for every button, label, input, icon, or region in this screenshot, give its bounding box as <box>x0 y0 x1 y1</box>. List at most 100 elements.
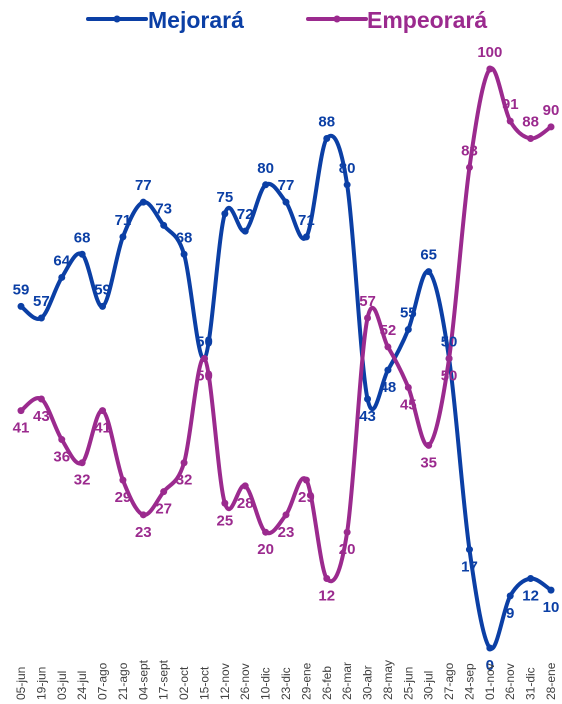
data-label-mejorara: 50 <box>441 334 458 351</box>
x-tick-label: 31-dic <box>524 667 538 700</box>
data-point-mejorara <box>262 181 270 189</box>
data-label-mejorara: 55 <box>400 305 417 322</box>
legend-label-empeorara: Empeorará <box>367 7 487 33</box>
data-label-empeorara: 90 <box>543 102 560 119</box>
data-point-empeorara <box>547 123 555 131</box>
data-label-empeorara: 52 <box>380 322 397 339</box>
x-tick-label: 29-ene <box>299 662 313 700</box>
data-label-empeorara: 20 <box>339 541 356 558</box>
x-tick-label: 03-jul <box>55 671 69 700</box>
data-point-empeorara <box>486 65 494 73</box>
x-tick-label: 26-nov <box>503 663 517 700</box>
data-label-mejorara: 80 <box>257 160 274 177</box>
data-point-empeorara <box>364 314 372 322</box>
data-point-empeorara <box>506 117 514 125</box>
data-point-mejorara <box>58 273 66 281</box>
x-tick-label: 21-ago <box>116 662 130 700</box>
data-label-empeorara: 27 <box>155 501 172 518</box>
data-label-mejorara: 68 <box>176 229 193 246</box>
data-point-mejorara <box>180 250 188 258</box>
data-point-mejorara <box>364 395 372 403</box>
data-label-empeorara: 88 <box>522 113 539 130</box>
x-tick-label: 24-jul <box>75 671 89 700</box>
data-point-mejorara <box>139 198 147 206</box>
x-tick-label: 07-ago <box>96 662 110 700</box>
data-point-empeorara <box>465 163 473 171</box>
data-point-mejorara <box>99 302 107 310</box>
x-tick-label: 26-mar <box>340 662 354 700</box>
x-tick-label: 30-jul <box>422 671 436 700</box>
data-point-mejorara <box>425 268 433 276</box>
data-label-mejorara: 64 <box>53 252 70 269</box>
data-label-empeorara: 100 <box>477 44 502 61</box>
x-tick-label: 12-nov <box>218 663 232 700</box>
x-tick-label: 19-jun <box>34 667 48 700</box>
x-tick-label: 02-oct <box>177 666 191 700</box>
data-point-mejorara <box>282 198 290 206</box>
data-label-mejorara: 73 <box>155 200 172 217</box>
data-point-empeorara <box>262 528 270 536</box>
data-label-mejorara: 0 <box>486 657 494 674</box>
data-label-mejorara: 59 <box>13 281 30 298</box>
data-point-empeorara <box>78 459 86 467</box>
x-tick-label: 28-may <box>381 660 395 700</box>
data-label-mejorara: 17 <box>461 559 478 576</box>
data-label-mejorara: 88 <box>318 113 335 130</box>
data-label-mejorara: 71 <box>115 212 132 229</box>
x-axis-ticks: 05-jun 19-jun 03-jul 24-jul 07-ago 21-ago 04-s… <box>14 659 558 700</box>
data-point-empeorara <box>527 134 535 142</box>
data-label-empeorara: 91 <box>502 96 519 113</box>
data-point-mejorara <box>486 644 494 652</box>
data-label-empeorara: 41 <box>13 420 30 437</box>
series-line-empeorara <box>19 66 553 584</box>
legend-label-mejorara: Mejorará <box>148 7 244 33</box>
data-point-empeorara <box>241 482 249 490</box>
data-label-mejorara: 65 <box>420 247 437 264</box>
data-label-empeorara: 28 <box>237 495 254 512</box>
data-point-mejorara <box>404 326 412 334</box>
data-point-mejorara <box>17 302 25 310</box>
data-label-empeorara: 83 <box>461 142 478 159</box>
data-label-empeorara: 23 <box>135 524 152 541</box>
x-tick-label: 27-ago <box>442 662 456 700</box>
data-label-empeorara: 57 <box>359 293 376 310</box>
data-label-mejorara: 77 <box>135 177 152 194</box>
data-point-empeorara <box>180 459 188 467</box>
data-label-empeorara: 35 <box>420 454 437 471</box>
data-point-empeorara <box>17 407 25 415</box>
data-label-mejorara: 77 <box>278 177 295 194</box>
data-label-empeorara: 25 <box>217 512 234 529</box>
data-point-empeorara <box>37 395 45 403</box>
x-tick-label: 30-abr <box>361 665 375 700</box>
data-point-mejorara <box>241 227 249 235</box>
legend: Mejorará Empeorará <box>86 7 487 33</box>
data-point-mejorara <box>384 366 392 374</box>
data-label-mejorara: 57 <box>33 293 50 310</box>
data-point-mejorara <box>547 586 555 594</box>
data-label-mejorara: 43 <box>359 408 376 425</box>
data-point-mejorara <box>302 233 310 241</box>
x-tick-label: 05-jun <box>14 667 28 700</box>
data-label-mejorara: 59 <box>94 281 111 298</box>
data-label-empeorara: 32 <box>74 472 91 489</box>
data-point-empeorara <box>384 343 392 351</box>
x-tick-label: 15-oct <box>197 666 211 700</box>
data-label-empeorara: 12 <box>318 588 335 605</box>
data-label-empeorara: 41 <box>94 420 111 437</box>
x-tick-label: 24-sep <box>462 663 476 700</box>
data-label-mejorara: 10 <box>543 599 560 616</box>
data-point-mejorara <box>221 210 229 218</box>
data-label-empeorara: 36 <box>53 449 70 466</box>
data-label-mejorara: 50 <box>196 334 213 351</box>
series-layer <box>17 65 555 652</box>
data-label-empeorara: 29 <box>115 489 132 506</box>
data-point-mejorara <box>465 546 473 554</box>
data-point-mejorara <box>119 233 127 241</box>
data-label-mejorara: 68 <box>74 229 91 246</box>
data-point-empeorara <box>323 575 331 583</box>
data-label-mejorara: 71 <box>298 212 315 229</box>
data-point-empeorara <box>425 441 433 449</box>
data-point-empeorara <box>119 476 127 484</box>
data-label-empeorara: 45 <box>400 396 417 413</box>
